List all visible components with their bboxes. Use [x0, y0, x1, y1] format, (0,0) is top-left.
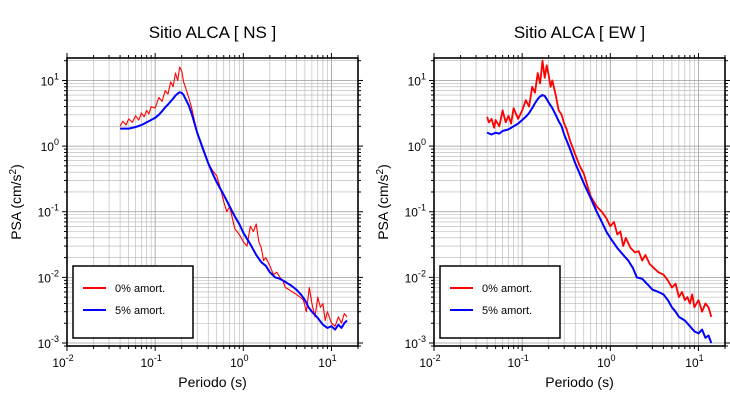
- chart-1-legend: 0% amort. 5% amort.: [72, 265, 194, 339]
- chart-2-ylabel: PSA (cm/s2): [375, 164, 391, 240]
- chart-2-legend: 0% amort. 5% amort.: [439, 265, 561, 339]
- chart-1-grid: [66, 58, 359, 347]
- chart-1-xtick-label: 10-2: [52, 353, 73, 370]
- chart-1-ytick-label: 10-2: [38, 268, 59, 285]
- chart-1-title: Sitio ALCA [ NS ]: [149, 23, 277, 42]
- chart-2-ytick-label: 10-3: [405, 334, 426, 351]
- chart-1-legend-box: [72, 265, 194, 339]
- chart-1-ytick-label: 101: [41, 71, 59, 88]
- chart-2-xtick-label: 10-1: [507, 353, 528, 370]
- chart-2-ytick-label: 101: [408, 71, 426, 88]
- chart-1-series-line-amort-0: [119, 66, 348, 327]
- chart-2-series-line-amort-0: [486, 59, 713, 318]
- chart-2-ytick-label: 100: [408, 137, 426, 154]
- chart-1-ytick-label: 10-1: [38, 203, 59, 220]
- chart-2-ytick-label: 10-2: [405, 268, 426, 285]
- chart-2-legend-label: 5% amort.: [482, 305, 532, 317]
- chart-2-frame: [433, 57, 726, 347]
- chart-2-legend-label: 0% amort.: [482, 283, 532, 295]
- chart-1-legend-label: 0% amort.: [115, 283, 165, 295]
- chart-1-ytick-label: 100: [41, 137, 59, 154]
- chart-2-xtick-label: 101: [685, 353, 703, 370]
- chart-2-title: Sitio ALCA [ EW ]: [514, 23, 645, 42]
- chart-1-frame: [66, 57, 359, 347]
- chart-1-xtick-label: 101: [318, 353, 336, 370]
- chart-2-xlabel: Periodo (s): [545, 374, 613, 390]
- chart-2-xtick-label: 100: [597, 353, 615, 370]
- chart-1-xtick-label: 100: [230, 353, 248, 370]
- chart-1-ticks: [62, 53, 363, 351]
- chart-1: 10-2 10-1 100 101 10-3 10-2 10-1 100 101 Sitio AL…: [8, 23, 363, 390]
- chart-1-ytick-label: 10-3: [38, 334, 59, 351]
- chart-1-legend-label: 5% amort.: [115, 305, 165, 317]
- chart-2-legend-box: [439, 265, 561, 339]
- chart-1-xlabel: Periodo (s): [178, 374, 246, 390]
- chart-2-grid: [433, 58, 726, 347]
- chart-2-xtick-label: 10-2: [419, 353, 440, 370]
- chart-2-ytick-label: 10-1: [405, 203, 426, 220]
- chart-2-ticks: [429, 53, 730, 351]
- chart-2-series-line-amort-5: [486, 94, 713, 344]
- chart-1-xtick-label: 10-1: [140, 353, 161, 370]
- chart-1-series-line-amort-5: [120, 91, 348, 331]
- chart-1-ylabel: PSA (cm/s2): [8, 164, 24, 240]
- chart-2: 10-2 10-1 100 101 10-3 10-2 10-1 100 101 Sitio AL…: [375, 23, 730, 390]
